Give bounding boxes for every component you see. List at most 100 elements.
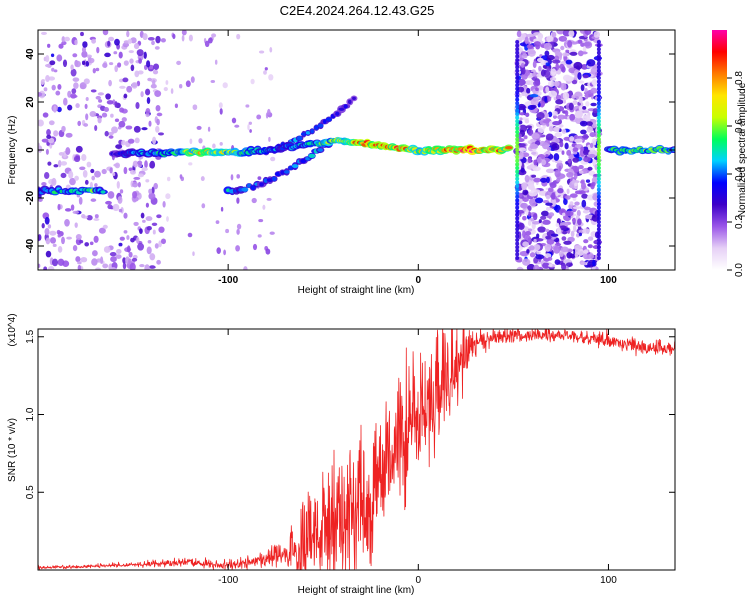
noise-blob	[200, 176, 205, 182]
noise-band-edge	[596, 220, 601, 224]
second-track-core	[280, 170, 285, 175]
noise-blob	[153, 182, 158, 190]
noise-blob	[87, 57, 95, 64]
noise-blob	[170, 88, 174, 95]
noise-blob	[50, 53, 55, 58]
noise-band-blob	[583, 41, 593, 49]
noise-blob	[181, 30, 187, 36]
noise-blob	[67, 104, 73, 111]
noise-blob	[48, 76, 56, 81]
noise-blob	[160, 38, 166, 43]
noise-blob	[148, 265, 156, 269]
noise-blob	[48, 120, 55, 126]
noise-blob	[47, 224, 52, 229]
noise-band-blob	[549, 77, 557, 81]
noise-band-blob	[566, 149, 572, 156]
noise-blob	[153, 63, 160, 70]
colorbar-tick-label: 0.6	[734, 119, 745, 133]
noise-blob	[230, 174, 234, 181]
noise-blob	[134, 70, 140, 78]
noise-band-edge	[596, 202, 601, 206]
noise-band-blob	[522, 258, 531, 266]
spectrogram-x-tick-label: 0	[416, 275, 422, 286]
rising-track-core	[314, 125, 319, 130]
noise-band-blob	[571, 217, 576, 223]
noise-blob	[211, 33, 217, 38]
noise-band-edge	[515, 176, 520, 181]
noise-band-blob	[574, 110, 583, 119]
noise-blob	[45, 54, 50, 63]
noise-band-blob	[520, 202, 528, 209]
noise-band-blob	[571, 79, 578, 85]
noise-blob	[256, 114, 262, 120]
noise-band-edge	[515, 241, 520, 246]
noise-blob	[145, 179, 150, 183]
noise-blob	[83, 123, 89, 127]
noise-band-blob	[533, 41, 541, 47]
noise-band-edge	[596, 130, 601, 134]
noise-blob	[131, 82, 138, 89]
noise-blob	[269, 47, 273, 53]
noise-band-blob	[565, 195, 571, 200]
noise-blob	[81, 154, 87, 161]
noise-band-edge	[515, 126, 520, 131]
noise-band-blob	[533, 213, 538, 221]
noise-band-edge	[596, 151, 601, 156]
noise-band-blob	[563, 197, 568, 206]
noise-blob	[86, 54, 92, 58]
noise-band-blob	[542, 262, 550, 269]
noise-blob	[109, 167, 113, 174]
noise-band-edge	[596, 169, 601, 174]
noise-blob	[47, 266, 55, 270]
noise-blob	[128, 251, 133, 258]
noise-blob	[123, 230, 128, 234]
noise-band-blob	[579, 80, 585, 84]
noise-blob	[56, 54, 63, 62]
noise-band-blob	[585, 101, 590, 107]
noise-blob	[137, 173, 144, 178]
noise-blob	[262, 204, 266, 210]
noise-blob	[94, 170, 101, 178]
noise-blob	[95, 95, 102, 100]
noise-blob	[85, 113, 89, 121]
noise-band-edge	[515, 180, 520, 185]
noise-band-blob	[532, 60, 537, 69]
noise-band-blob	[579, 190, 585, 195]
noise-band-blob	[578, 170, 584, 174]
noise-blob	[75, 238, 82, 246]
noise-blob	[268, 74, 274, 81]
noise-blob	[49, 60, 56, 66]
noise-blob	[252, 243, 258, 251]
noise-band-blob	[546, 238, 555, 245]
noise-blob	[85, 60, 90, 67]
noise-blob	[104, 52, 111, 58]
noise-band-blob	[556, 30, 565, 35]
noise-blob	[105, 200, 112, 205]
noise-band-edge	[596, 223, 601, 228]
noise-band-edge	[515, 58, 520, 62]
noise-blob	[65, 147, 71, 156]
noise-blob	[172, 33, 176, 40]
noise-band-blob	[586, 125, 593, 133]
noise-blob	[46, 129, 51, 136]
noise-blob	[152, 229, 156, 235]
noise-band-edge	[596, 72, 601, 77]
noise-blob	[146, 97, 151, 104]
noise-blob	[148, 188, 153, 195]
noise-blob	[201, 203, 206, 209]
noise-band-edge	[596, 104, 601, 109]
noise-band-blob	[530, 79, 534, 86]
noise-blob	[165, 193, 171, 200]
noise-band-blob	[584, 206, 591, 211]
noise-band-blob	[574, 251, 579, 258]
noise-blob	[75, 145, 83, 153]
noise-band-blob	[567, 40, 573, 48]
noise-blob	[57, 83, 62, 90]
noise-blob	[126, 235, 130, 240]
noise-blob	[107, 40, 111, 47]
noise-blob	[269, 231, 275, 235]
noise-blob	[57, 160, 62, 168]
noise-band-blob	[548, 90, 558, 98]
noise-blob	[114, 65, 118, 73]
noise-blob	[150, 83, 157, 89]
